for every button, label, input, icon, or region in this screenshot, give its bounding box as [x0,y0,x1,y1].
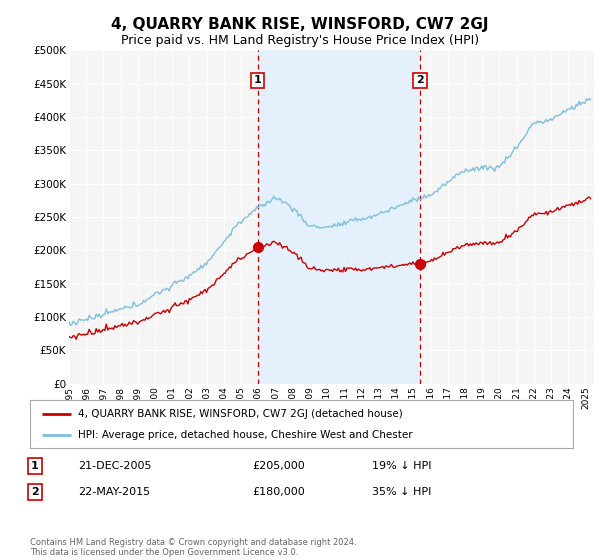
Text: HPI: Average price, detached house, Cheshire West and Chester: HPI: Average price, detached house, Ches… [78,430,412,440]
Text: 2: 2 [416,76,424,85]
Text: 2: 2 [31,487,38,497]
Text: 22-MAY-2015: 22-MAY-2015 [78,487,150,497]
Text: 19% ↓ HPI: 19% ↓ HPI [372,461,431,471]
Text: 4, QUARRY BANK RISE, WINSFORD, CW7 2GJ: 4, QUARRY BANK RISE, WINSFORD, CW7 2GJ [111,17,489,32]
Bar [258,50,420,384]
Text: 1: 1 [254,76,262,85]
Text: 21-DEC-2005: 21-DEC-2005 [78,461,151,471]
Text: £205,000: £205,000 [252,461,305,471]
Text: Contains HM Land Registry data © Crown copyright and database right 2024.
This d: Contains HM Land Registry data © Crown c… [30,538,356,557]
Text: £180,000: £180,000 [252,487,305,497]
Text: 1: 1 [31,461,38,471]
Text: Price paid vs. HM Land Registry's House Price Index (HPI): Price paid vs. HM Land Registry's House … [121,34,479,46]
Text: 35% ↓ HPI: 35% ↓ HPI [372,487,431,497]
Text: 4, QUARRY BANK RISE, WINSFORD, CW7 2GJ (detached house): 4, QUARRY BANK RISE, WINSFORD, CW7 2GJ (… [78,409,403,419]
